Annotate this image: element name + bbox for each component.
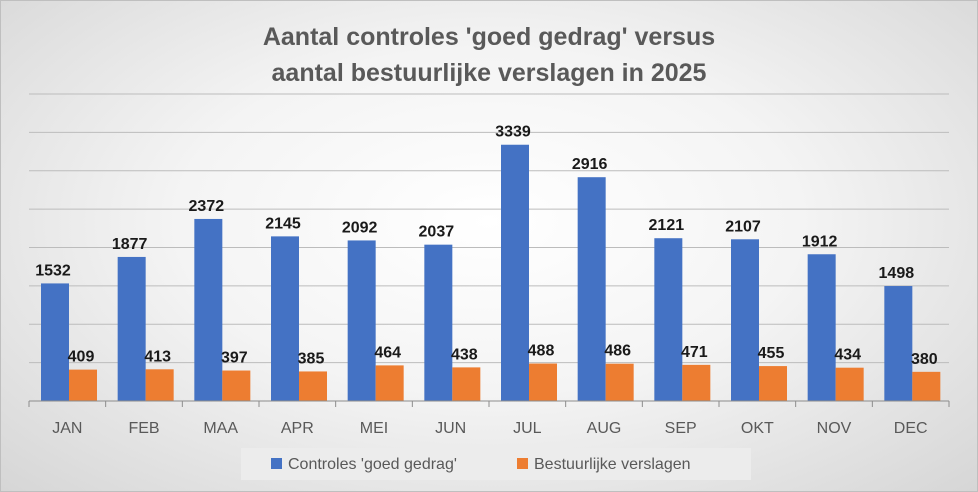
bar-verslagen xyxy=(605,363,634,401)
bar-verslagen xyxy=(299,371,327,401)
legend-swatch xyxy=(517,458,528,469)
data-label: 2145 xyxy=(265,215,301,232)
bar-verslagen xyxy=(222,370,251,401)
bar-controles xyxy=(347,240,376,401)
bar-verslagen xyxy=(145,369,174,401)
bar-controles xyxy=(654,238,683,401)
x-axis: JAN FEB MAA APR MEI JUN JUL AUG SEP OKT NOV DEC xyxy=(28,400,950,437)
bar-verslagen xyxy=(682,364,711,401)
data-label: 2372 xyxy=(189,198,225,215)
gridlines xyxy=(29,93,949,364)
data-label: 434 xyxy=(834,347,861,364)
bar-verslagen xyxy=(912,371,941,401)
bar-verslagen xyxy=(69,369,97,401)
bar-controles xyxy=(194,218,223,401)
bar-controles xyxy=(731,239,759,401)
x-tick-label: JUL xyxy=(513,420,542,437)
x-tick-label: OKT xyxy=(741,420,774,437)
bar-controles xyxy=(501,144,529,401)
data-label: 1498 xyxy=(879,265,915,282)
data-label: 409 xyxy=(68,349,95,366)
data-label: 380 xyxy=(911,351,938,368)
legend-label: Controles 'goed gedrag' xyxy=(288,456,457,473)
data-label: 1877 xyxy=(112,236,148,253)
bar-controles xyxy=(271,236,299,401)
data-label: 2121 xyxy=(649,217,685,234)
bar-controles xyxy=(577,177,606,401)
legend-label: Bestuurlijke verslagen xyxy=(534,456,691,473)
bar-controles xyxy=(807,254,836,401)
x-tick-label: NOV xyxy=(817,420,852,437)
data-label: 385 xyxy=(298,350,325,367)
data-labels: 1532 409 1877 413 2372 397 2145 385 2092 464 2037 4… xyxy=(35,124,938,368)
bar-controles xyxy=(41,283,69,401)
x-tick-label: FEB xyxy=(128,420,159,437)
x-tick-label: MEI xyxy=(360,420,388,437)
legend-swatch xyxy=(271,458,282,469)
data-label: 471 xyxy=(681,344,708,361)
x-tick-label: DEC xyxy=(894,420,928,437)
bar-verslagen xyxy=(529,363,557,401)
data-label: 397 xyxy=(221,350,248,367)
data-label: 1532 xyxy=(35,262,71,279)
x-tick-label: SEP xyxy=(665,420,697,437)
data-label: 2092 xyxy=(342,219,378,236)
x-tick-label: JAN xyxy=(52,420,82,437)
chart-title-line-1: Aantal controles 'goed gedrag' versus xyxy=(263,23,715,51)
data-label: 2037 xyxy=(419,224,455,241)
data-label: 455 xyxy=(758,345,785,362)
bar-verslagen xyxy=(452,367,481,401)
data-label: 2916 xyxy=(572,156,608,173)
data-label: 3339 xyxy=(495,124,531,141)
data-label: 488 xyxy=(528,343,555,360)
bar-verslagen xyxy=(375,365,404,401)
x-tick-label: JUN xyxy=(435,420,466,437)
bar-controles xyxy=(424,244,453,401)
data-label: 486 xyxy=(604,343,631,360)
data-label: 413 xyxy=(144,348,171,365)
x-tick-label: MAA xyxy=(203,420,238,437)
data-label: 1912 xyxy=(802,233,838,250)
x-tick-label: AUG xyxy=(587,420,622,437)
bars xyxy=(41,144,941,401)
bar-verslagen xyxy=(759,366,787,401)
chart-title-line-2: aantal bestuurlijke verslagen in 2025 xyxy=(272,59,707,87)
x-tick-label: APR xyxy=(281,420,314,437)
data-label: 464 xyxy=(374,344,401,361)
bar-verslagen xyxy=(835,367,864,401)
bar-controles xyxy=(117,256,146,401)
data-label: 438 xyxy=(451,346,478,363)
legend: Controles 'goed gedrag' Bestuurlijke vers… xyxy=(241,448,751,480)
legend-box xyxy=(241,448,751,480)
bar-controles xyxy=(884,286,913,401)
data-label: 2107 xyxy=(725,218,761,235)
